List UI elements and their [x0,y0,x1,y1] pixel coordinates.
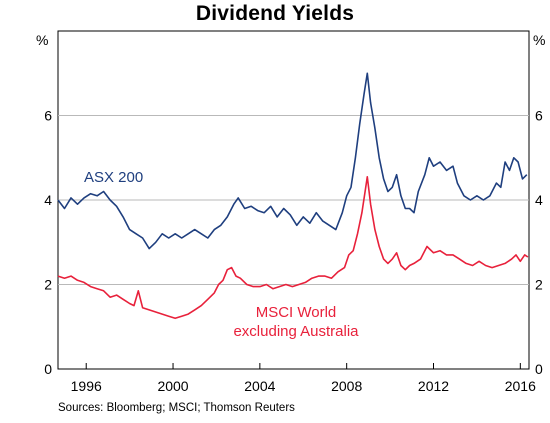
tick-layer: 0 0 2 2 4 4 6 6 1996 2000 2004 2008 2012 2016 [44,108,543,395]
y-tick-label-right: 0 [535,361,543,377]
y-tick-label-right: 6 [535,108,543,124]
y-tick-label-left: 4 [44,192,52,208]
y-tick-label-right: 4 [535,192,543,208]
x-tick-label: 2012 [418,378,449,394]
y-tick-label-left: 0 [44,361,52,377]
chart-title: Dividend Yields [195,2,355,25]
series-line-asx-200 [57,72,528,250]
x-tick-label: 2004 [244,378,275,394]
y-unit-right: % [533,32,545,48]
gridlines [58,115,529,285]
x-tick-label: 1996 [71,378,102,394]
series-line-msci-world-ex-australia [57,176,529,320]
annotation-excluding-australia: excluding Australia [233,323,359,340]
source-note: Sources: Bloomberg; MSCI; Thomson Reuter… [58,402,295,414]
x-tick-label: 2000 [157,378,188,394]
x-tick-label: 2016 [505,378,536,394]
annotation-asx-200: ASX 200 [84,169,143,186]
y-tick-label-left: 6 [44,108,52,124]
y-unit-left: % [36,32,48,48]
y-tick-label-right: 2 [535,277,543,293]
series-layer [57,72,529,320]
annotation-msci-world: MSCI World [256,304,337,321]
x-tick-label: 2008 [331,378,362,394]
y-tick-label-left: 2 [44,277,52,293]
